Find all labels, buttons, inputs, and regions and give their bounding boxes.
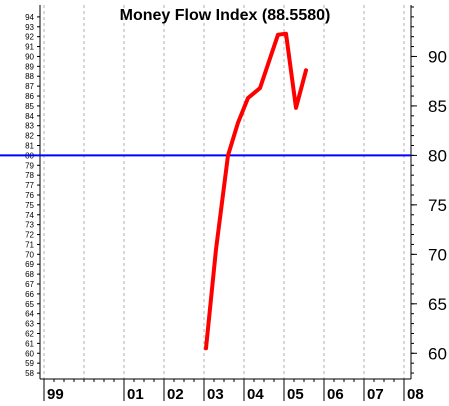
- left-tick-label-67: 67: [25, 280, 34, 289]
- x-axis-ticks: 99 01 02 03 04 05 06 07 08: [43, 379, 424, 403]
- left-tick-label-92: 92: [25, 33, 34, 42]
- money-flow-point-4: [246, 96, 250, 100]
- left-tick-label-61: 61: [25, 339, 34, 348]
- right-tick-label-65: 65: [428, 295, 447, 314]
- left-axis-ticks: 9493929190898887868584838281807978777675…: [25, 13, 40, 378]
- left-tick-label-64: 64: [25, 310, 34, 319]
- left-tick-label-89: 89: [25, 62, 34, 71]
- right-tick-label-60: 60: [428, 344, 447, 363]
- money-flow-point-9: [294, 106, 298, 110]
- x-tick-label-06: 06: [327, 386, 344, 403]
- left-tick-label-58: 58: [25, 369, 34, 378]
- x-tick-label-05: 05: [287, 386, 304, 403]
- left-tick-label-83: 83: [25, 122, 34, 131]
- left-tick-label-91: 91: [25, 43, 34, 52]
- right-tick-label-85: 85: [428, 97, 447, 116]
- left-tick-label-70: 70: [25, 250, 34, 259]
- left-tick-label-73: 73: [25, 221, 34, 230]
- x-tick-label-07: 07: [367, 386, 384, 403]
- right-tick-label-90: 90: [428, 47, 447, 66]
- x-tick-label-02: 02: [167, 386, 184, 403]
- left-tick-label-68: 68: [25, 270, 34, 279]
- left-tick-label-82: 82: [25, 132, 34, 141]
- right-tick-label-80: 80: [428, 146, 447, 165]
- money-flow-point-8: [284, 32, 288, 36]
- left-tick-label-75: 75: [25, 201, 34, 210]
- x-tick-label-03: 03: [207, 386, 224, 403]
- money-flow-point-7: [276, 33, 280, 37]
- left-tick-label-72: 72: [25, 231, 34, 240]
- right-tick-label-75: 75: [428, 196, 447, 215]
- left-tick-label-78: 78: [25, 171, 34, 180]
- left-tick-label-66: 66: [25, 290, 34, 299]
- left-tick-label-88: 88: [25, 72, 34, 81]
- left-tick-label-76: 76: [25, 191, 34, 200]
- money-flow-points: [204, 32, 308, 350]
- x-tick-label-04: 04: [247, 386, 264, 403]
- money-flow-line: [204, 31, 308, 351]
- left-tick-label-74: 74: [25, 211, 34, 220]
- left-tick-label-60: 60: [25, 349, 34, 358]
- vertical-gridlines: [43, 5, 405, 379]
- money-flow-point-10: [304, 68, 308, 72]
- money-flow-point-2: [226, 153, 230, 157]
- left-tick-label-85: 85: [25, 102, 34, 111]
- left-tick-label-65: 65: [25, 300, 34, 309]
- money-flow-point-1: [214, 247, 218, 251]
- left-tick-label-62: 62: [25, 329, 34, 338]
- x-tick-label-08: 08: [407, 386, 424, 403]
- x-tick-label-01: 01: [127, 386, 144, 403]
- left-tick-label-86: 86: [25, 92, 34, 101]
- left-tick-label-81: 81: [25, 141, 34, 150]
- left-tick-label-87: 87: [25, 82, 34, 91]
- chart-title: Money Flow Index (88.5580): [120, 7, 331, 24]
- right-tick-label-70: 70: [428, 245, 447, 264]
- left-tick-label-93: 93: [25, 23, 34, 32]
- left-tick-label-77: 77: [25, 181, 34, 190]
- left-tick-label-79: 79: [25, 161, 34, 170]
- left-tick-label-84: 84: [25, 112, 34, 121]
- x-tick-label-99: 99: [47, 386, 64, 403]
- left-tick-label-63: 63: [25, 320, 34, 329]
- left-tick-label-90: 90: [25, 52, 34, 61]
- left-tick-label-71: 71: [25, 240, 34, 249]
- money-flow-point-3: [236, 121, 240, 125]
- money-flow-point-5: [258, 86, 262, 90]
- money-flow-point-6: [268, 56, 272, 60]
- left-tick-label-59: 59: [25, 359, 34, 368]
- left-tick-label-69: 69: [25, 260, 34, 269]
- left-tick-label-94: 94: [25, 13, 34, 22]
- money-flow-point-0: [204, 346, 208, 350]
- right-axis-ticks: 90 85 80 75 70 65 60: [411, 6, 447, 374]
